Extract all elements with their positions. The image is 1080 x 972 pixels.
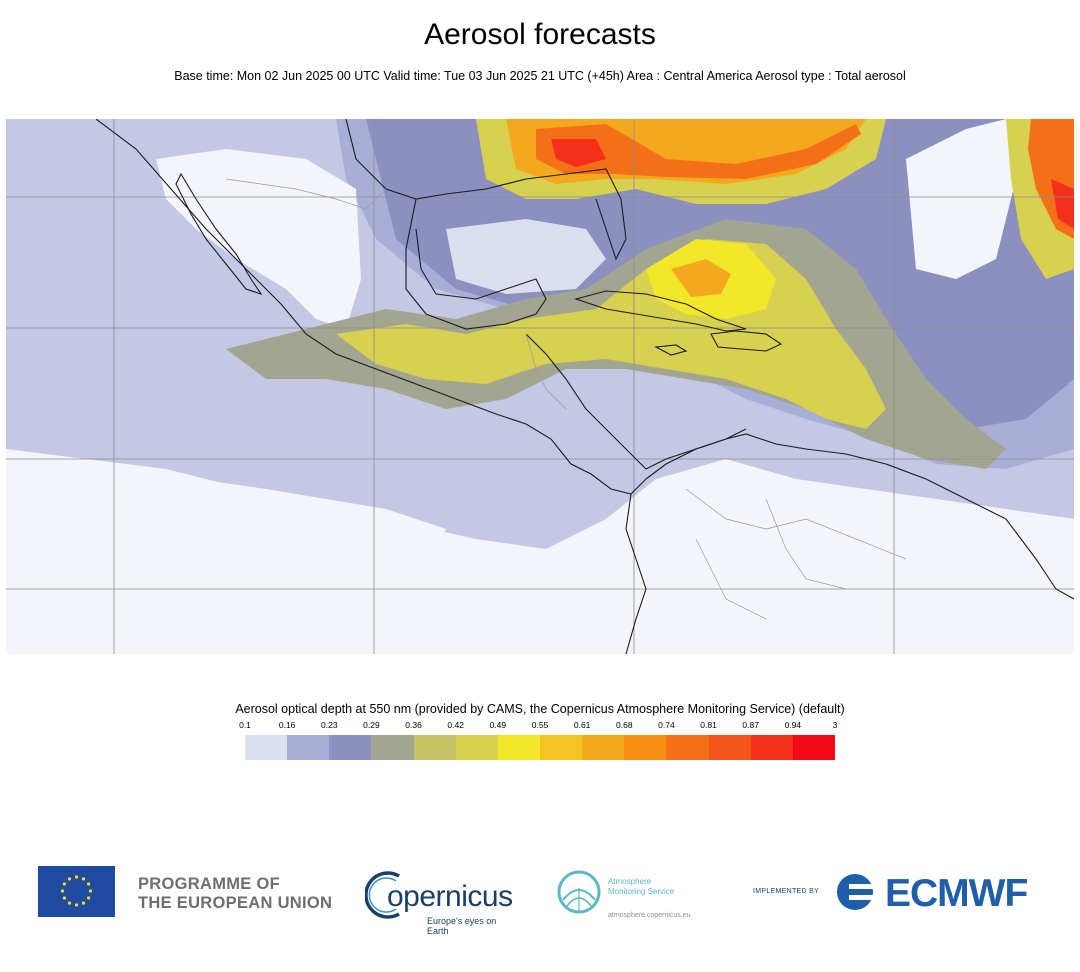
page-title: Aerosol forecasts — [424, 18, 656, 51]
eu-stars-icon — [60, 875, 93, 907]
clean-air-north — [156, 149, 361, 329]
legend-title: Aerosol optical depth at 550 nm (provide… — [235, 702, 845, 716]
legend-swatch — [624, 735, 667, 760]
legend-tick-label: 0.1 — [239, 720, 251, 730]
legend-tick-label: 3 — [832, 720, 838, 730]
dust-plume-hotspot — [671, 259, 731, 297]
footer-logos: PROGRAMME OF THE EUROPEAN UNION opernicu… — [0, 858, 1080, 936]
clean-air-south-america — [646, 489, 1074, 619]
legend-tick-label: 0.55 — [531, 720, 549, 730]
legend-tick-label: 0.87 — [742, 720, 759, 730]
legend-tick-label: 0.68 — [616, 720, 633, 730]
implemented-by-label: IMPLEMENTED BY — [753, 888, 820, 895]
ecmwf-mark-icon — [837, 874, 883, 910]
coast-jamaica — [654, 344, 688, 356]
legend-tick-label: 0.94 — [784, 720, 802, 730]
map-graticule — [6, 119, 1074, 654]
coast-mexico-gulf — [405, 198, 547, 330]
legend-swatch — [413, 735, 456, 760]
smoke-band-peak — [551, 139, 606, 167]
clean-air-gulf — [446, 219, 606, 294]
legend-tick-label: 0.61 — [573, 720, 591, 730]
legend-tick-label: 0.49 — [489, 720, 507, 730]
coast-hispaniola — [710, 330, 783, 352]
legend-tick-label: 0.16 — [278, 720, 296, 730]
legend-swatch — [455, 735, 498, 760]
legend-swatch — [287, 735, 330, 760]
cams-line-1: Atmosphere — [608, 877, 652, 886]
legend-swatch — [539, 735, 583, 760]
forecast-subtitle: Base time: Mon 02 Jun 2025 00 UTC Valid … — [174, 69, 906, 83]
clean-air-east — [906, 119, 1016, 279]
eu-line-2: THE EUROPEAN UNION — [138, 894, 333, 912]
smoke-band-core — [536, 124, 861, 179]
legend-swatch — [708, 735, 751, 760]
legend-swatch — [792, 735, 835, 760]
copernicus-logo: opernicus Europe's eyes on Earth — [365, 864, 520, 936]
legend-colorbar — [245, 735, 835, 760]
legend-tick-label: 0.23 — [321, 720, 338, 730]
eu-line-1: PROGRAMME OF — [138, 875, 281, 893]
aerosol-map[interactable] — [6, 119, 1074, 654]
cams-line-2: Monitoring Service — [608, 887, 675, 896]
legend-swatch — [371, 735, 414, 760]
ecmwf-wordmark: ECMWF — [885, 872, 1028, 915]
copernicus-c-icon — [365, 871, 400, 919]
legend-ticks: 0.1 0.16 0.23 0.29 0.36 0.42 0.49 0.55 0.61 0.68 0… — [239, 720, 838, 732]
map-borders — [225, 178, 907, 620]
coast-gulf-of-mexico — [345, 119, 627, 261]
legend-swatch — [245, 735, 288, 760]
legend-tick-label: 0.42 — [447, 720, 464, 730]
legend-tick-label: 0.81 — [700, 720, 717, 730]
legend-tick-label: 0.36 — [405, 720, 422, 730]
cams-name: Atmosphere Monitoring Service — [608, 877, 674, 897]
coast-baja — [175, 172, 263, 296]
eu-flag-icon — [38, 866, 115, 917]
cams-logo: Atmosphere Monitoring Service atmosphere… — [555, 866, 725, 928]
legend-swatch — [582, 735, 625, 760]
clean-air-south-pacific — [6, 469, 446, 599]
legend-tick-label: 0.29 — [363, 720, 380, 730]
ecmwf-logo: ECMWF — [835, 870, 1050, 915]
aerosol-map-canvas — [6, 119, 1074, 654]
smoke-plume-east-peak — [1051, 179, 1074, 229]
coast-south-america-pacific — [625, 493, 647, 654]
legend-swatch — [329, 735, 372, 760]
legend-tick-label: 0.74 — [658, 720, 675, 730]
cams-url: atmosphere.copernicus.eu — [608, 912, 691, 919]
copernicus-tagline: Europe's eyes on Earth — [427, 916, 497, 936]
map-coastlines — [95, 119, 1074, 654]
coast-cuba — [574, 290, 747, 332]
copernicus-wordmark: opernicus — [387, 880, 513, 913]
legend-swatch — [750, 735, 793, 760]
eu-programme-text: PROGRAMME OF THE EUROPEAN UNION — [138, 875, 332, 913]
legend-swatch — [497, 735, 540, 760]
coast-mexico-pacific — [95, 119, 647, 495]
cams-globe-icon — [557, 870, 601, 914]
coast-south-america-north — [645, 433, 1074, 600]
legend-swatch — [666, 735, 709, 760]
